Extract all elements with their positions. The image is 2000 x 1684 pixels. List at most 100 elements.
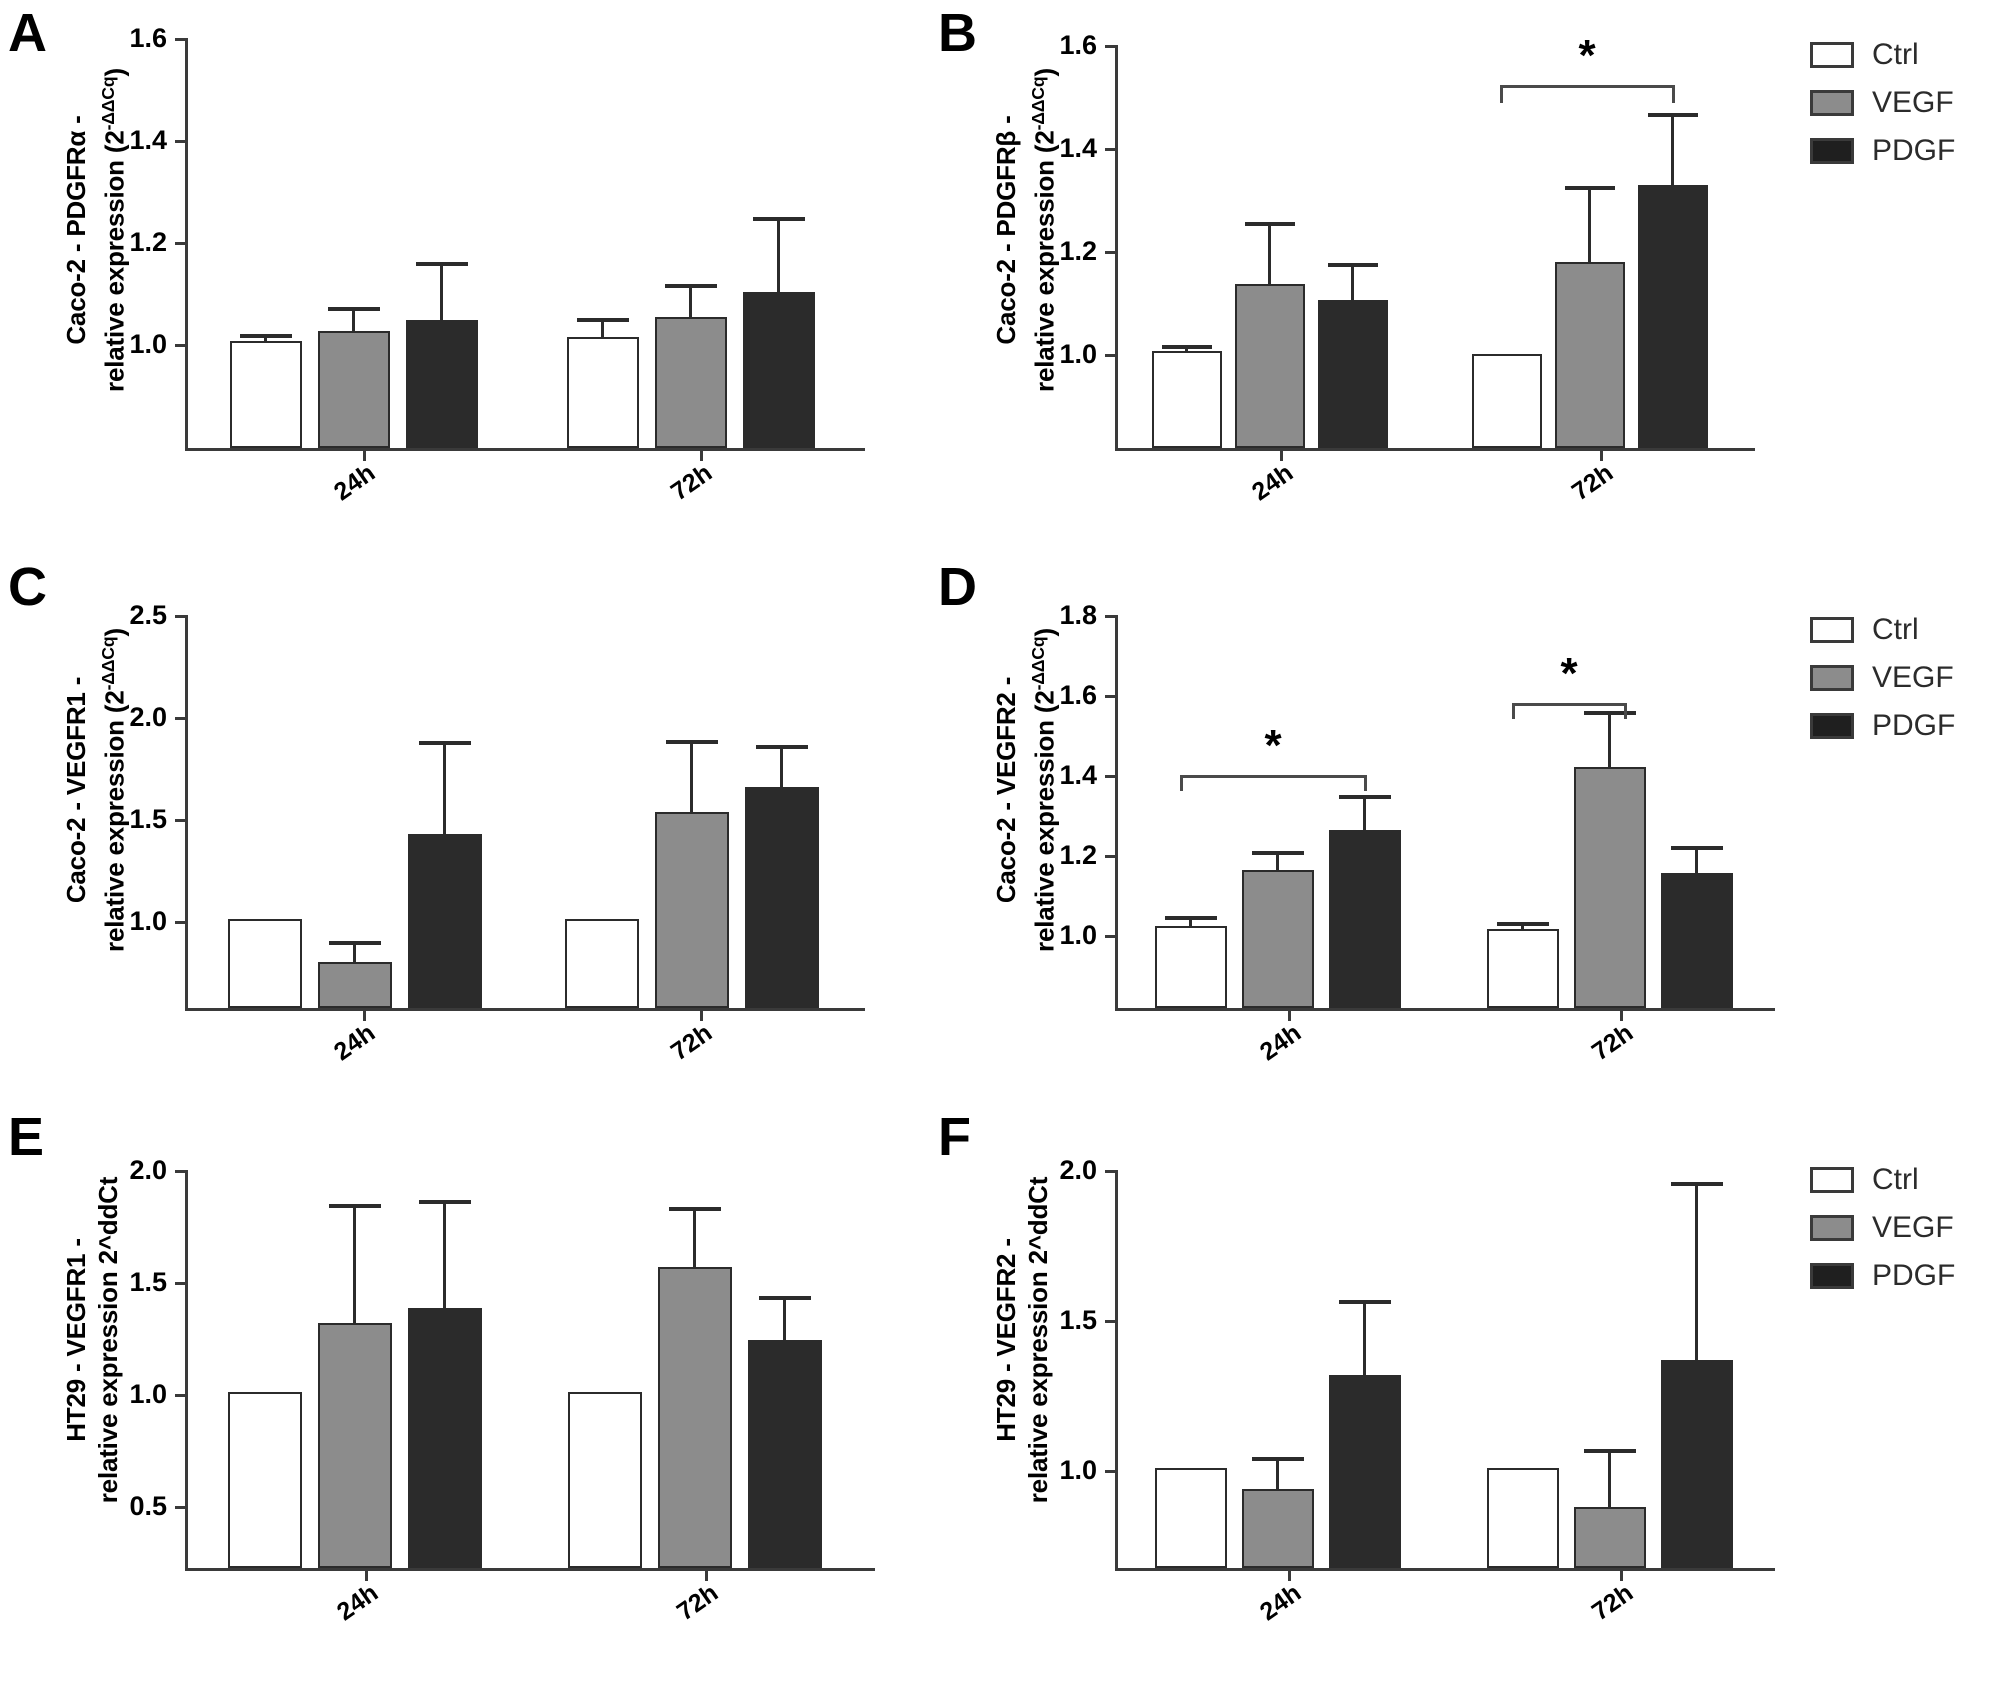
panel-f-bar-24h-vegf [1242, 1489, 1314, 1568]
panel-c-errcap-24h-pdgf [419, 741, 471, 745]
panel-f-errcap-72h-vegf [1584, 1449, 1636, 1453]
panel-d-significance-24h: * [1180, 724, 1367, 825]
panel-d-ylabel-1.0: 1.0 [1059, 920, 1097, 950]
legend-bottom-row-vegf[interactable]: VEGF [1810, 1213, 1954, 1243]
panel-d-sig-left-tick-72h [1512, 703, 1515, 719]
panel-a-xlabel-24h: 24h [328, 458, 381, 507]
panel-f-xtick-72h [1620, 1568, 1623, 1581]
legend-top-row-ctrl[interactable]: Ctrl [1810, 40, 1919, 70]
panel-b-errcap-72h-pdgf [1648, 113, 1698, 117]
panel-b-x-axis [1115, 448, 1755, 451]
panel-c-errcap-72h-vegf [666, 740, 718, 744]
panel-a-ylabel-1.6: 1.6 [129, 23, 167, 53]
panel-c-ytick-1.5 [175, 819, 186, 822]
legend-bottom: Ctrl VEGF PDGF [1810, 1165, 2000, 1305]
panel-b-xlabel-24h: 24h [1246, 458, 1299, 507]
panel-b-significance-72h: * [1500, 34, 1675, 143]
panel-c-ytick-1.0 [175, 921, 186, 924]
panel-e-err-24h-vegf [353, 1206, 356, 1325]
panel-b-sig-star: * [1578, 31, 1596, 80]
panel-c-bar-24h-pdgf [408, 834, 482, 1008]
panel-e-errcap-24h-vegf [329, 1204, 381, 1208]
panel-e-bar-72h-pdgf [748, 1340, 822, 1568]
panel-b-ylabel-1.6: 1.6 [1059, 30, 1097, 60]
panel-b-errcap-24h-vegf [1245, 222, 1295, 226]
panel-d-sig-right-tick-72h [1624, 703, 1627, 719]
legend-middle-row-ctrl[interactable]: Ctrl [1810, 615, 1919, 645]
panel-d-xtick-72h [1620, 1008, 1623, 1021]
panel-d-errcap-24h-vegf [1252, 851, 1304, 855]
panel-d-err-72h-pdgf [1695, 848, 1698, 875]
legend-middle-label-pdgf: PDGF [1872, 709, 1956, 742]
panel-f-xlabel-72h: 72h [1586, 1578, 1639, 1627]
legend-middle-row-vegf[interactable]: VEGF [1810, 663, 1954, 693]
panel-a-bar-72h-ctrl [567, 337, 639, 448]
panel-f-xtick-24h [1288, 1568, 1291, 1581]
panel-a-err-24h-pdgf [440, 264, 443, 322]
panel-e-ylabel-2.0: 2.0 [129, 1155, 167, 1185]
panel-a-y-axis [185, 38, 188, 450]
panel-b-err-24h-ctrl [1185, 347, 1188, 352]
panel-b-err-72h-vegf [1588, 188, 1591, 264]
panel-b-ylabel-1.0: 1.0 [1059, 339, 1097, 369]
panel-b-ylabel-1.4: 1.4 [1059, 133, 1097, 163]
panel-d-bar-24h-ctrl [1155, 926, 1227, 1008]
panel-f-bar-24h-pdgf [1329, 1375, 1401, 1568]
panel-c-xlabel-24h: 24h [328, 1018, 381, 1067]
panel-e-xtick-72h [705, 1568, 708, 1581]
panel-b-err-24h-vegf [1268, 224, 1271, 286]
panel-d-errcap-72h-ctrl [1497, 922, 1549, 926]
panel-d-ytick-1.8 [1105, 615, 1116, 618]
panel-d-bar-72h-pdgf [1661, 873, 1733, 1008]
legend-top-row-vegf[interactable]: VEGF [1810, 88, 1954, 118]
panel-d-ylabel-1.6: 1.6 [1059, 680, 1097, 710]
legend-middle-label-vegf: VEGF [1872, 661, 1954, 694]
panel-d-sig-bar-24h [1180, 775, 1367, 778]
panel-c-bar-24h-vegf [318, 962, 392, 1008]
panel-e-plot: 2.0 1.5 1.0 0.5 24h 72h [0, 1110, 900, 1626]
panel-c-x-axis [185, 1008, 865, 1011]
panel-d-y-axis [1115, 615, 1118, 1010]
panel-c-ylabel-2.5: 2.5 [129, 600, 167, 630]
panel-c-ylabel-1.0: 1.0 [129, 906, 167, 936]
panel-e-ytick-1.0 [175, 1394, 186, 1397]
panel-e-bar-24h-ctrl [228, 1392, 302, 1568]
black-square-icon [1810, 138, 1854, 164]
panel-e: E HT29 - VEGFR1 - relative expression 2^… [0, 1110, 900, 1626]
legend-bottom-row-pdgf[interactable]: PDGF [1810, 1261, 1955, 1291]
panel-c-ytick-2.5 [175, 615, 186, 618]
legend-top-row-pdgf[interactable]: PDGF [1810, 136, 1955, 166]
panel-b-bar-24h-vegf [1235, 284, 1305, 448]
panel-d-plot: 1.8 1.6 1.4 1.2 1.0 24h 72h [930, 560, 1830, 1066]
panel-e-xlabel-72h: 72h [671, 1578, 724, 1627]
legend-bottom-row-ctrl[interactable]: Ctrl [1810, 1165, 1919, 1195]
panel-a-err-24h-ctrl [264, 336, 267, 342]
panel-c-errcap-24h-vegf [329, 941, 381, 945]
panel-a-err-72h-vegf [689, 286, 692, 319]
panel-d-ylabel-1.2: 1.2 [1059, 840, 1097, 870]
panel-b-ytick-1.0 [1105, 354, 1116, 357]
white-square-icon [1810, 42, 1854, 68]
panel-b-ytick-1.4 [1105, 148, 1116, 151]
panel-a-xtick-24h [363, 448, 366, 461]
white-square-icon [1810, 1167, 1854, 1193]
panel-letter-a: A [8, 3, 47, 63]
panel-b-bar-24h-ctrl [1152, 351, 1222, 448]
panel-d-errcap-24h-ctrl [1165, 916, 1217, 920]
legend-middle-row-pdgf[interactable]: PDGF [1810, 711, 1955, 741]
panel-c-bar-24h-ctrl [228, 919, 302, 1008]
panel-e-err-24h-pdgf [443, 1202, 446, 1310]
panel-d-x-axis [1115, 1008, 1775, 1011]
panel-f-x-axis [1115, 1568, 1775, 1571]
legend-top-label-pdgf: PDGF [1872, 134, 1956, 167]
panel-d-errcap-72h-vegf [1584, 711, 1636, 715]
panel-e-bar-24h-pdgf [408, 1308, 482, 1568]
panel-a-ylabel-1.4: 1.4 [129, 125, 167, 155]
panel-c-ytick-2.0 [175, 717, 186, 720]
panel-c-err-24h-pdgf [443, 743, 446, 836]
panel-e-ytick-1.5 [175, 1282, 186, 1285]
panel-b-errcap-24h-pdgf [1328, 263, 1378, 267]
panel-d-bar-24h-vegf [1242, 870, 1314, 1008]
legend-bottom-label-vegf: VEGF [1872, 1211, 1954, 1244]
